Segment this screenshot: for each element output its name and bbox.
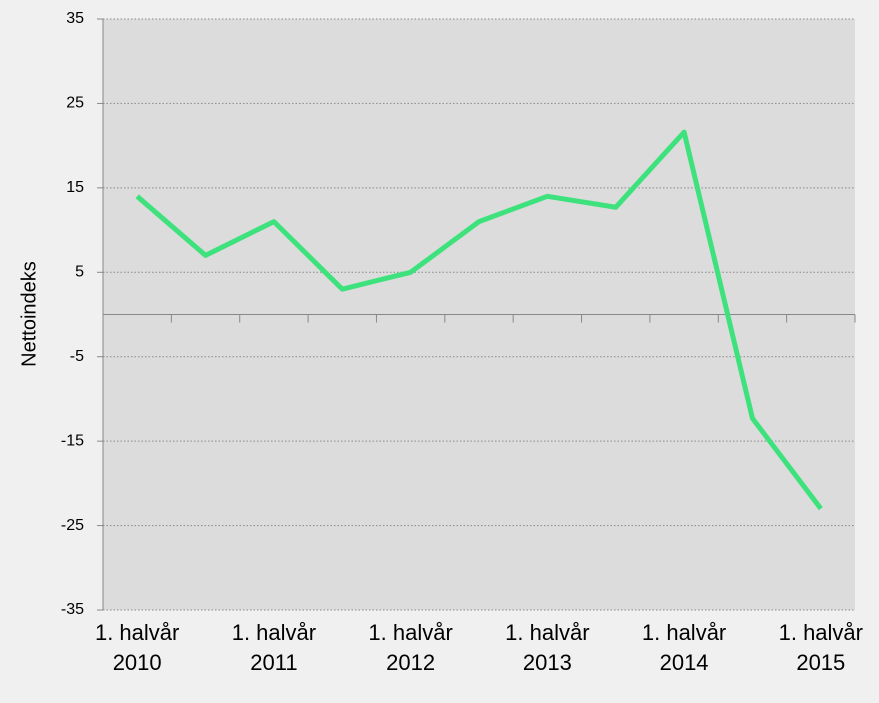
x-tick-label: 1. halvår 2015 bbox=[778, 620, 863, 675]
x-tick-label: 1. halvår 2012 bbox=[368, 620, 453, 675]
y-tick-label: 35 bbox=[66, 10, 84, 27]
x-tick-label: 1. halvår 2011 bbox=[231, 620, 317, 675]
y-axis-label: Nettoindeks bbox=[18, 261, 40, 367]
y-tick-label: -25 bbox=[61, 517, 84, 534]
y-tick-label: -35 bbox=[61, 601, 84, 618]
x-tick-label: 1. halvår 2014 bbox=[641, 620, 727, 675]
y-tick-label: 15 bbox=[66, 179, 84, 196]
y-tick-label: -15 bbox=[61, 432, 84, 449]
y-tick-label: 25 bbox=[66, 95, 84, 112]
x-tick-label: 1. halvår 2010 bbox=[94, 620, 180, 675]
y-tick-label: 5 bbox=[75, 264, 84, 281]
series-line bbox=[135, 129, 823, 511]
y-tick-label: -5 bbox=[70, 348, 84, 365]
x-tick-label: 1. halvår 2013 bbox=[505, 620, 590, 675]
